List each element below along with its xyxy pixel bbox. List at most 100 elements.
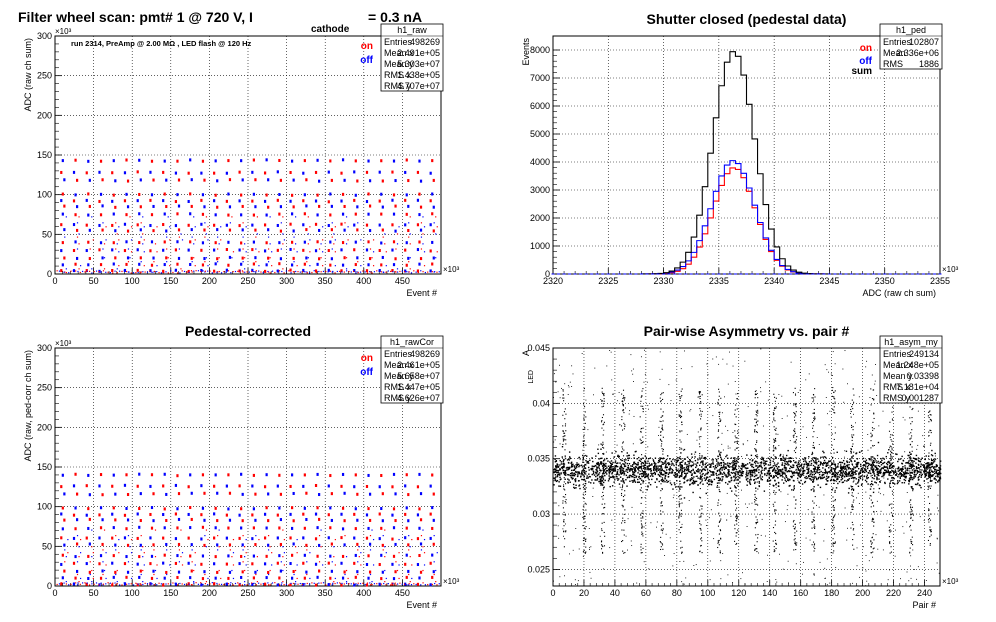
data-point bbox=[316, 193, 319, 197]
data-point bbox=[563, 397, 565, 399]
data-point bbox=[815, 460, 817, 462]
data-point bbox=[346, 270, 348, 272]
data-point bbox=[888, 467, 891, 469]
data-point bbox=[126, 205, 130, 209]
data-point bbox=[105, 226, 107, 228]
data-point bbox=[239, 582, 241, 585]
data-point bbox=[722, 459, 724, 462]
data-point bbox=[365, 536, 369, 540]
data-point bbox=[420, 270, 422, 272]
data-point bbox=[306, 272, 308, 274]
data-point bbox=[68, 272, 70, 274]
data-point bbox=[316, 575, 319, 579]
data-point bbox=[711, 462, 713, 465]
data-point bbox=[405, 526, 408, 530]
data-point bbox=[193, 243, 195, 245]
data-point bbox=[593, 474, 596, 476]
data-point bbox=[935, 475, 937, 478]
y-tick-label: 250 bbox=[37, 383, 52, 393]
data-point bbox=[278, 473, 281, 477]
data-point bbox=[850, 477, 853, 479]
data-point bbox=[889, 463, 892, 465]
data-point bbox=[125, 213, 128, 217]
data-point bbox=[659, 458, 662, 460]
data-point bbox=[920, 463, 922, 465]
data-point bbox=[609, 476, 612, 478]
data-point bbox=[341, 158, 345, 162]
stats-key: RMS y bbox=[384, 393, 412, 403]
data-point bbox=[170, 583, 172, 585]
data-point bbox=[819, 476, 821, 478]
data-point bbox=[644, 470, 646, 473]
data-point bbox=[773, 468, 775, 470]
data-point bbox=[567, 466, 569, 469]
data-point bbox=[763, 469, 765, 471]
data-point bbox=[216, 543, 219, 547]
data-point bbox=[649, 457, 652, 459]
data-point bbox=[923, 466, 925, 469]
data-point bbox=[162, 170, 165, 174]
data-point bbox=[123, 171, 127, 175]
data-point bbox=[817, 460, 820, 463]
data-point bbox=[683, 470, 685, 473]
data-point bbox=[616, 477, 618, 480]
data-point bbox=[91, 272, 93, 274]
data-point bbox=[617, 454, 619, 457]
data-point bbox=[648, 478, 650, 481]
data-point bbox=[562, 390, 564, 392]
data-point bbox=[241, 228, 244, 232]
data-point bbox=[626, 471, 629, 474]
chart-title: Shutter closed (pedestal data) bbox=[647, 11, 847, 27]
data-point bbox=[780, 470, 782, 473]
data-point bbox=[156, 265, 158, 267]
data-point bbox=[556, 469, 558, 472]
data-point bbox=[822, 456, 824, 458]
data-point bbox=[405, 241, 408, 245]
data-point bbox=[70, 583, 72, 585]
data-point bbox=[334, 265, 336, 267]
data-point bbox=[775, 456, 777, 459]
data-point bbox=[719, 468, 721, 471]
data-point bbox=[429, 223, 432, 227]
data-point bbox=[855, 465, 858, 468]
x-tick-label: 0 bbox=[550, 588, 555, 598]
data-point bbox=[598, 474, 600, 476]
data-point bbox=[404, 269, 407, 273]
data-point bbox=[857, 462, 859, 465]
data-point bbox=[862, 457, 865, 460]
data-point bbox=[811, 453, 813, 456]
data-point bbox=[334, 577, 336, 580]
data-point bbox=[156, 577, 158, 580]
data-point bbox=[665, 469, 668, 471]
data-point bbox=[384, 569, 386, 572]
stats-box bbox=[380, 23, 444, 92]
data-point bbox=[263, 223, 267, 227]
data-point bbox=[341, 472, 345, 476]
data-point bbox=[659, 471, 661, 473]
data-point bbox=[620, 480, 622, 482]
data-point bbox=[685, 472, 687, 475]
stats-key: Mean x bbox=[384, 48, 414, 58]
data-point bbox=[841, 466, 844, 469]
data-point bbox=[872, 470, 874, 472]
data-point bbox=[610, 465, 613, 467]
data-point bbox=[582, 461, 584, 463]
data-point bbox=[118, 538, 120, 541]
data-point bbox=[822, 467, 824, 469]
data-point bbox=[292, 519, 295, 523]
data-point bbox=[563, 439, 565, 441]
data-point bbox=[190, 584, 193, 586]
data-point bbox=[779, 475, 782, 477]
data-point bbox=[619, 472, 622, 474]
data-point bbox=[582, 444, 585, 447]
data-point bbox=[271, 582, 274, 584]
data-point bbox=[267, 228, 270, 232]
data-point bbox=[562, 425, 564, 427]
data-point bbox=[899, 477, 901, 480]
data-point bbox=[165, 570, 168, 574]
data-point bbox=[125, 158, 128, 162]
data-point bbox=[353, 198, 356, 202]
data-point bbox=[848, 472, 851, 474]
data-point bbox=[242, 561, 244, 563]
